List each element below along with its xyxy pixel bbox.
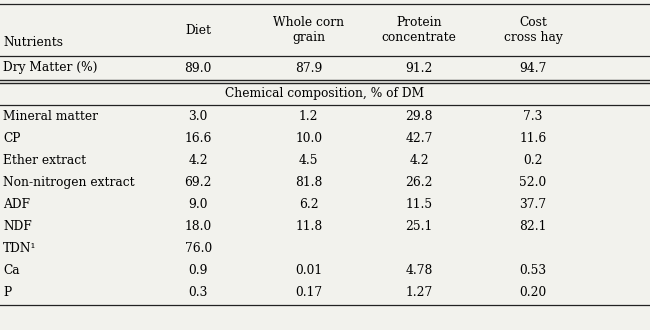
Text: Diet: Diet <box>185 23 211 37</box>
Text: 6.2: 6.2 <box>299 198 318 211</box>
Text: Ether extract: Ether extract <box>3 154 86 167</box>
Text: 0.2: 0.2 <box>523 154 543 167</box>
Text: 4.2: 4.2 <box>410 154 429 167</box>
Text: 1.27: 1.27 <box>406 286 433 299</box>
Text: Non-nitrogen extract: Non-nitrogen extract <box>3 176 135 189</box>
Text: NDF: NDF <box>3 220 32 233</box>
Text: Protein
concentrate: Protein concentrate <box>382 16 457 44</box>
Text: 37.7: 37.7 <box>519 198 547 211</box>
Text: Chemical composition, % of DM: Chemical composition, % of DM <box>226 87 424 101</box>
Text: 87.9: 87.9 <box>295 61 322 75</box>
Text: 16.6: 16.6 <box>185 132 212 145</box>
Text: CP: CP <box>3 132 21 145</box>
Text: Dry Matter (%): Dry Matter (%) <box>3 61 98 75</box>
Text: 29.8: 29.8 <box>406 110 433 123</box>
Text: 76.0: 76.0 <box>185 242 212 255</box>
Text: 4.78: 4.78 <box>406 264 433 277</box>
Text: 9.0: 9.0 <box>188 198 208 211</box>
Text: 52.0: 52.0 <box>519 176 547 189</box>
Text: 4.5: 4.5 <box>299 154 318 167</box>
Text: 25.1: 25.1 <box>406 220 433 233</box>
Text: Cost
cross hay: Cost cross hay <box>504 16 562 44</box>
Text: 91.2: 91.2 <box>406 61 433 75</box>
Text: Nutrients: Nutrients <box>3 36 63 49</box>
Text: 18.0: 18.0 <box>185 220 212 233</box>
Text: 81.8: 81.8 <box>295 176 322 189</box>
Text: 0.20: 0.20 <box>519 286 547 299</box>
Text: 4.2: 4.2 <box>188 154 208 167</box>
Text: 0.53: 0.53 <box>519 264 547 277</box>
Text: 0.9: 0.9 <box>188 264 208 277</box>
Text: ADF: ADF <box>3 198 31 211</box>
Text: 89.0: 89.0 <box>185 61 212 75</box>
Text: 0.01: 0.01 <box>295 264 322 277</box>
Text: TDN¹: TDN¹ <box>3 242 36 255</box>
Text: 11.6: 11.6 <box>519 132 547 145</box>
Text: 42.7: 42.7 <box>406 132 433 145</box>
Text: Ca: Ca <box>3 264 20 277</box>
Text: 0.3: 0.3 <box>188 286 208 299</box>
Text: Whole corn
grain: Whole corn grain <box>273 16 344 44</box>
Text: 11.8: 11.8 <box>295 220 322 233</box>
Text: Mineral matter: Mineral matter <box>3 110 98 123</box>
Text: 26.2: 26.2 <box>406 176 433 189</box>
Text: 7.3: 7.3 <box>523 110 543 123</box>
Text: 1.2: 1.2 <box>299 110 318 123</box>
Text: P: P <box>3 286 12 299</box>
Text: 69.2: 69.2 <box>185 176 212 189</box>
Text: 0.17: 0.17 <box>295 286 322 299</box>
Text: 11.5: 11.5 <box>406 198 433 211</box>
Text: 94.7: 94.7 <box>519 61 547 75</box>
Text: 10.0: 10.0 <box>295 132 322 145</box>
Text: 3.0: 3.0 <box>188 110 208 123</box>
Text: 82.1: 82.1 <box>519 220 547 233</box>
